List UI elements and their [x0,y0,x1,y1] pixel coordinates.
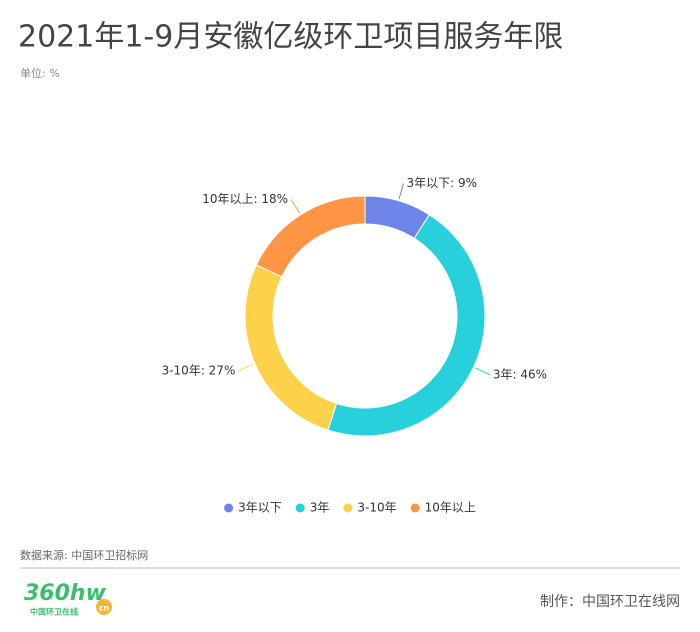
data-label: 3年以下: 9% [407,176,478,190]
legend-marker [343,503,353,513]
legend-marker [295,503,305,513]
data-label: 3-10年: 27% [162,363,236,377]
data-label: 3年: 46% [493,367,547,381]
legend-label: 3-10年 [357,501,396,515]
source-note: 数据来源: 中国环卫招标网 [20,548,148,562]
legend-label: 10年以上 [425,501,476,515]
leader-line [238,363,254,372]
legend-marker [224,503,234,513]
leader-line [475,367,491,376]
chart-title: 2021年1-9月安徽亿级环卫项目服务年限 [18,20,563,55]
credit: 制作：中国环卫在线网 [540,594,680,610]
leader-line [290,199,301,214]
logo-badge [96,599,112,615]
donut-segment [255,195,366,278]
logo-text: 360hw [24,581,107,606]
logo-sub: 中国环卫在线 [30,607,78,617]
chart-subtitle: 单位: % [20,66,60,80]
leader-line [398,183,404,199]
legend-marker [410,503,420,513]
legend-label: 3年以下 [238,501,282,515]
logo: 360hw 中国环卫在线 cn [24,581,112,617]
legend-label: 3年 [310,501,330,515]
logo-badge-text: cn [99,604,110,613]
data-label: 10年以上: 18% [202,192,288,206]
